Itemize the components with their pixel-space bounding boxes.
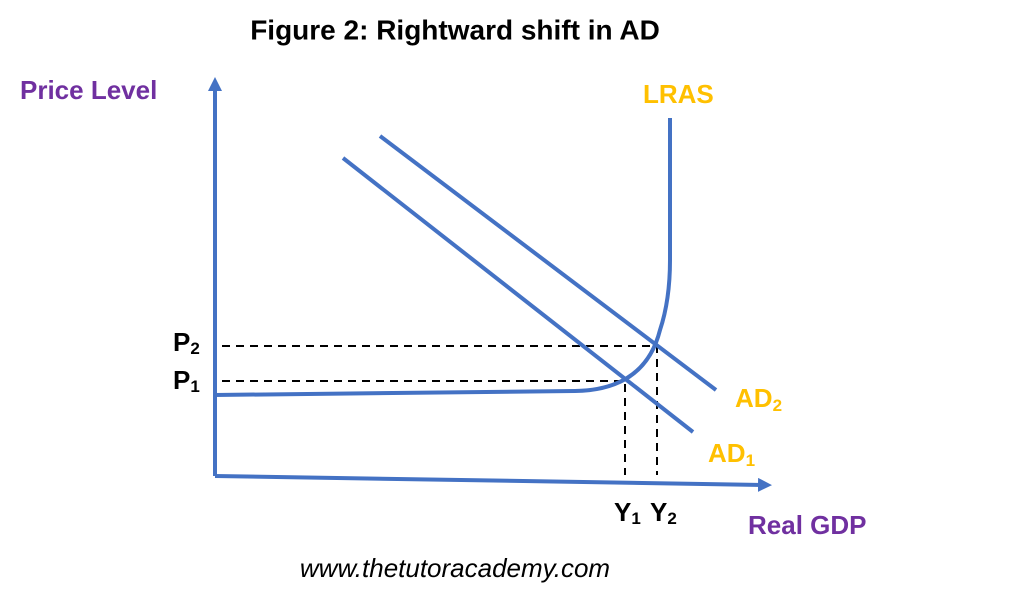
x-axis-label: Real GDP <box>748 510 867 540</box>
lras-curve <box>214 118 672 397</box>
y2-label: Y2 <box>650 497 677 529</box>
footer-url: www.thetutoracademy.com <box>300 553 610 583</box>
title: Figure 2: Rightward shift in AD <box>250 14 660 45</box>
p2-label: P2 <box>173 327 200 359</box>
p1-guide <box>222 380 626 475</box>
y-axis-label: Price Level <box>20 75 157 105</box>
p1-label: P1 <box>173 365 200 397</box>
lras-label: LRAS <box>643 79 714 109</box>
p2-guide <box>222 345 658 475</box>
ad1-curve <box>341 156 695 434</box>
x-axis <box>214 474 772 492</box>
y1-label: Y1 <box>614 497 641 529</box>
ad2-curve <box>378 134 718 392</box>
ad2-label: AD2 <box>735 383 782 416</box>
ad1-label: AD1 <box>708 438 755 471</box>
